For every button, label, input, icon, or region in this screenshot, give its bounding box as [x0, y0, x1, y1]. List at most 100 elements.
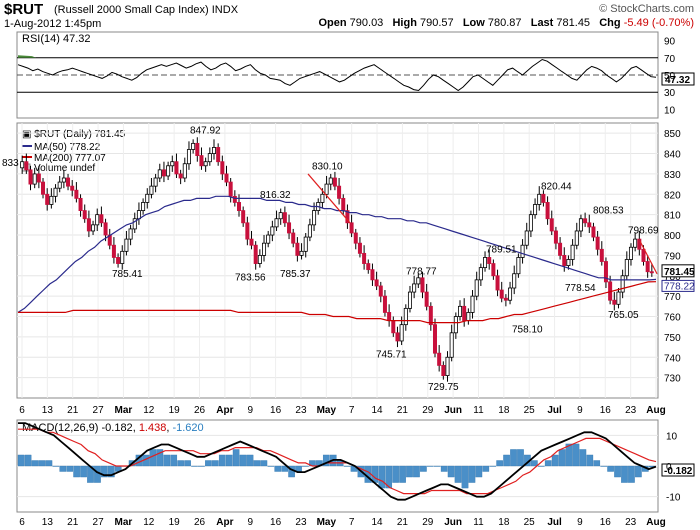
date-label: 25: [524, 517, 536, 528]
candle-body: [362, 252, 367, 264]
macd-histogram-bar: [621, 465, 628, 483]
candle-body: [303, 236, 308, 252]
macd-histogram-bar: [406, 465, 413, 478]
price-annotation: 783.56: [235, 273, 266, 284]
candle-body: [191, 142, 196, 150]
macd-histogram-bar: [225, 454, 233, 467]
macd-histogram-bar: [163, 454, 171, 467]
macd-histogram-bar: [489, 465, 497, 467]
price-tick-label: 820: [664, 190, 681, 201]
date-label: Apr: [216, 405, 233, 416]
macd-histogram-bar: [267, 465, 275, 467]
candle-body: [66, 177, 71, 187]
candle-body: [287, 222, 292, 234]
candle-body: [462, 305, 467, 321]
candle-body: [424, 291, 429, 307]
date-label: 23: [625, 405, 637, 416]
candle-body: [416, 277, 421, 285]
macd-value-tag: -0.182: [664, 466, 693, 477]
candle-body: [391, 320, 396, 334]
candle-body: [36, 173, 41, 183]
price-annotation: 785.41: [112, 269, 143, 280]
candle-body: [370, 269, 375, 281]
candle-body: [324, 183, 329, 195]
date-label: 23: [295, 517, 307, 528]
candle-body: [170, 161, 175, 167]
candle-body: [474, 279, 479, 297]
macd-histogram-bar: [551, 454, 559, 467]
macd-histogram-bar: [600, 465, 608, 467]
legend-ma50: MA(50) 778.22: [34, 142, 101, 153]
macd-histogram-bar: [558, 449, 566, 467]
candle-body: [620, 275, 625, 293]
price-tick-label: 770: [664, 292, 681, 303]
candle-body: [387, 312, 392, 321]
candle-body: [407, 291, 412, 309]
candle-body: [95, 214, 100, 226]
ma50-tag: 778.22: [664, 281, 695, 292]
date-label: Jun: [444, 517, 462, 528]
date-label: 25: [524, 405, 536, 416]
price-annotation: 785.37: [280, 269, 311, 280]
macd-histogram-bar: [503, 454, 510, 467]
candle-body: [41, 181, 46, 195]
macd-histogram-bar: [212, 460, 219, 467]
price-tick-label: 810: [664, 211, 681, 222]
ma50-tag-box: [661, 279, 695, 292]
rsi-value-tag-box: [661, 72, 695, 86]
macd-histogram-bar: [149, 449, 157, 467]
candle-body: [320, 193, 325, 203]
candle-body: [420, 277, 425, 293]
macd-histogram-bar: [392, 465, 399, 483]
candle-body: [111, 244, 116, 258]
date-label: 7: [349, 517, 355, 528]
candle-body: [574, 230, 579, 246]
last-price-tag: 781.45: [664, 267, 695, 278]
price-annotation: 778.77: [406, 266, 437, 277]
candle-body: [512, 273, 517, 289]
price-annotation: 729.75: [428, 382, 459, 393]
candle-body: [603, 261, 608, 283]
macd-histogram-bar: [461, 465, 469, 489]
date-label: May: [317, 517, 337, 528]
candle-body: [587, 222, 592, 228]
candle-body: [124, 238, 129, 252]
candle-body: [53, 187, 58, 197]
date-label: 23: [625, 517, 637, 528]
macd-histogram-bar: [80, 465, 87, 478]
candle-body: [207, 153, 212, 163]
candle-body: [228, 181, 233, 197]
candle-body: [86, 218, 91, 232]
candle-body: [453, 316, 458, 334]
date-label: 26: [194, 517, 206, 528]
rsi-tick-label: 10: [664, 105, 676, 116]
date-label: 16: [270, 405, 282, 416]
candle-body: [312, 210, 317, 226]
macd-histogram-bar: [38, 460, 46, 467]
macd-panel: MACD(12,26,9) -0.182, 1.438, -1.620 -0.1…: [16, 419, 695, 513]
candle-body: [141, 202, 146, 211]
candle-body: [157, 169, 162, 179]
index-name: (Russell 2000 Small Cap Index) INDX: [54, 4, 239, 16]
candle-body: [116, 257, 121, 264]
candle-body: [186, 149, 191, 165]
macd-histogram-bar: [454, 465, 462, 483]
candle-body: [332, 177, 337, 187]
candle-body: [366, 263, 371, 271]
rsi-label: RSI(14) 47.32: [22, 33, 90, 45]
date-label: Mar: [115, 405, 133, 416]
candle-body: [174, 161, 179, 175]
macd-histogram-bar: [52, 465, 60, 467]
macd-histogram-bar: [531, 460, 538, 467]
macd-histogram-bar: [191, 465, 198, 467]
macd-histogram-bar: [537, 465, 545, 467]
candle-body: [566, 259, 571, 266]
candle-body: [199, 155, 204, 167]
candle-body: [528, 214, 533, 232]
macd-histogram-bar: [593, 460, 601, 467]
candle-body: [624, 259, 629, 277]
rsi-tick-label: 70: [664, 54, 676, 65]
date-label: 6: [19, 517, 25, 528]
macd-histogram-bar: [170, 454, 178, 467]
macd-histogram-bar: [101, 465, 108, 478]
